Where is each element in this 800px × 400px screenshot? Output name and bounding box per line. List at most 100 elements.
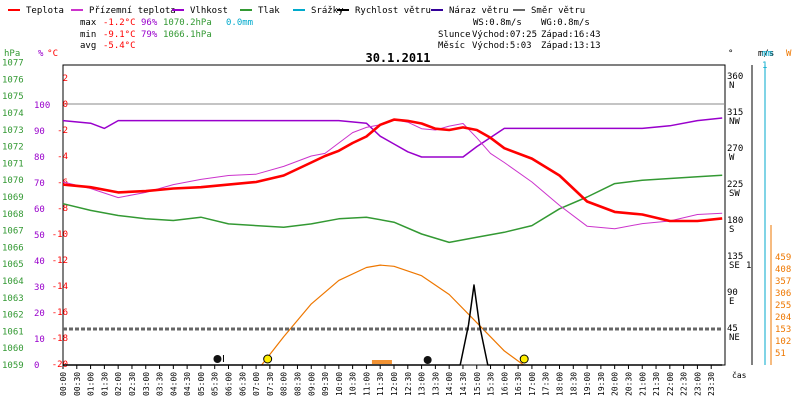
x-tick-label: 08:00 [280,372,289,396]
legend-label: Směr větru [531,6,585,16]
x-tick-label: 15:00 [473,372,482,396]
direction-tick-dir: S [729,225,734,235]
x-tick-label: 11:30 [376,372,385,396]
axis-unit-rain: mm [762,49,773,59]
legend: Teplota Přízemní teplota Vlhkost Tlak Srážky… [8,6,585,16]
stat-avg-label: avg [80,41,96,51]
x-tick-label: 14:30 [459,372,468,396]
direction-tick-deg: 90 [727,288,738,298]
legend-label: Teplota [26,6,64,16]
humidity-tick: 50 [34,231,45,241]
axis-unit-solar: W [786,49,792,59]
humidity-tick: 10 [34,335,45,345]
direction-tick-deg: 270 [727,144,743,154]
x-tick-label: 12:00 [390,372,399,396]
direction-tick-dir: SW [729,189,740,199]
x-tick-label: 14:00 [445,372,454,396]
axis-unit-wind: m/s [758,49,774,59]
x-tick-label: 18:00 [556,372,565,396]
x-tick-label: 08:30 [293,372,302,396]
pressure-tick: 1070 [2,176,24,186]
x-axis-label: čas [732,370,747,380]
direction-tick-dir: NE [729,333,740,343]
x-tick-label: 01:30 [100,372,109,396]
axis-unit-pressure: hPa [4,49,20,59]
sun-set: Západ:16:43 [541,30,601,40]
x-tick-label: 17:30 [542,372,551,396]
x-tick-label: 15:30 [487,372,496,396]
direction-tick-deg: 315 [727,108,743,118]
x-tick-label: 06:00 [225,372,234,396]
x-tick-label: 00:30 [73,372,82,396]
temperature-tick: -14 [52,282,68,292]
stats-block: max -1.2°C 96% 1070.2hPa 0.0mm min -9.1°… [80,18,601,51]
temperature-tick: -8 [57,204,68,214]
x-tick-label: 12:30 [404,372,413,396]
temperature-tick: -6 [57,178,68,188]
x-tick-label: 03:00 [142,372,151,396]
pressure-tick: 1062 [2,311,24,321]
x-tick-label: 10:30 [349,372,358,396]
humidity-tick: 20 [34,309,45,319]
direction-tick-dir: NW [729,117,740,127]
sunrise-marker [263,354,273,364]
solar-tick: 357 [775,277,791,287]
legend-label: Vlhkost [190,6,228,16]
temperature-tick: 2 [63,74,68,84]
humidity-tick: 90 [34,127,45,137]
pressure-tick: 1059 [2,361,24,371]
x-tick-label: 16:30 [514,372,523,396]
x-tick-label: 07:30 [266,372,275,396]
temperature-tick: -16 [52,308,68,318]
legend-label: Srážky [311,6,344,16]
temperature-tick: -18 [52,334,68,344]
series-layer [62,117,723,366]
wind-tick: 1 [746,261,751,271]
pressure-tick: 1072 [2,143,24,153]
x-tick-label: 04:00 [169,372,178,396]
axis-unit-humidity: % [38,49,44,59]
stat-temp-avg: -5.4°C [103,41,136,51]
chart-title: 30.1.2011 [365,51,430,65]
x-tick-label: 05:00 [197,372,206,396]
solar-tick: 459 [775,253,791,263]
direction-tick-dir: SE [729,261,740,271]
legend-label: Náraz větru [449,6,509,16]
solar-tick: 51 [775,349,786,359]
legend-label: Rychlost větru [355,6,431,16]
sun-rise: Východ:07:25 [472,30,537,40]
humidity-tick: 80 [34,153,45,163]
pressure-tick: 1071 [2,159,24,169]
moonrise-marker [213,355,222,363]
temperature-tick: -4 [57,152,68,162]
humidity-tick: 30 [34,283,45,293]
wind-ws: WS:0.8m/s [473,18,522,28]
legend-label: Přízemní teplota [89,6,176,16]
x-tick-label: 03:30 [156,372,165,396]
x-tick-label: 16:00 [500,372,509,396]
x-tick-label: 09:00 [307,372,316,396]
direction-tick-deg: 180 [727,216,743,226]
x-tick-label: 13:00 [418,372,427,396]
solar-noise-marker [371,360,392,364]
temperature-tick: -2 [57,126,68,136]
humidity-tick: 60 [34,205,45,215]
series-humidity [62,117,723,158]
solar-tick: 153 [775,325,791,335]
solar-tick: 204 [775,313,791,323]
pressure-tick: 1077 [2,59,24,69]
direction-tick-deg: 45 [727,324,738,334]
x-tick-label: 02:30 [128,372,137,396]
axis-unit-temperature: °C [47,49,58,59]
pressure-tick: 1074 [2,109,24,119]
series-pressure [62,174,723,244]
humidity-tick: 70 [34,179,45,189]
wind-wg: WG:0.8m/s [541,18,590,28]
direction-tick-deg: 360 [727,72,743,82]
pressure-tick: 1066 [2,243,24,253]
series-temperature [62,118,723,223]
axis-unit-direction: ° [728,49,733,59]
solar-tick: 255 [775,301,791,311]
pressure-tick: 1073 [2,126,24,136]
